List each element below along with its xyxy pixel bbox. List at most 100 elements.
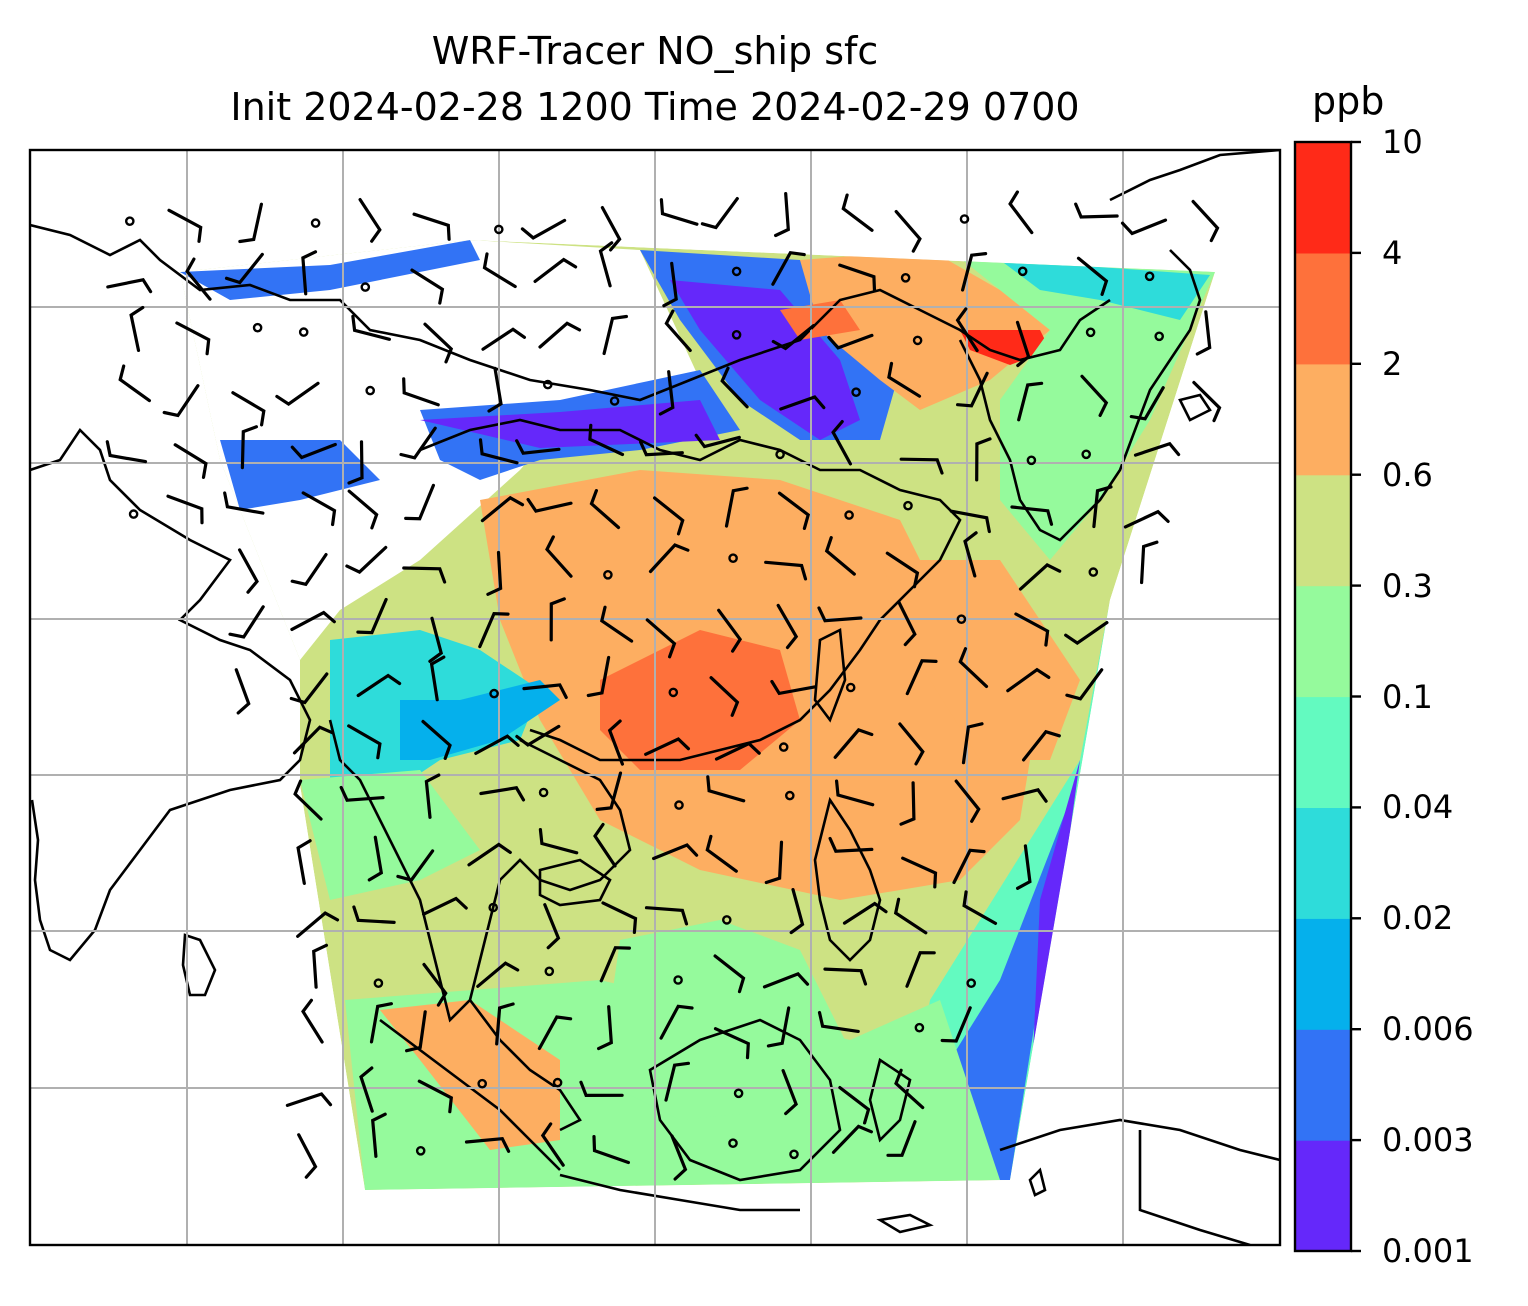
- wind-barb: [467, 842, 512, 867]
- wind-barb: [396, 849, 435, 882]
- wind-barb: [352, 905, 396, 924]
- coast-java: [559, 1173, 800, 1212]
- colorbar-tick-label: 0.02: [1382, 899, 1454, 938]
- wind-barb: [1018, 562, 1062, 591]
- wind-barb: [533, 257, 578, 283]
- coast-borneo: [648, 1018, 842, 1182]
- wind-barb: [817, 606, 863, 623]
- wind-barb: [597, 1005, 613, 1051]
- wind-barb: [771, 324, 815, 351]
- wind-barb: [285, 1092, 333, 1107]
- colorbar-segment: [1295, 363, 1351, 476]
- wind-barb: [464, 1137, 511, 1153]
- wind-barb: [240, 425, 258, 470]
- colorbar-tick-label: 0.6: [1382, 455, 1433, 494]
- colorbar-tick-label: 0.1: [1382, 677, 1433, 716]
- wind-calm-circle: [125, 216, 135, 226]
- coast-gulf-thailand: [538, 858, 612, 907]
- wind-barb: [520, 218, 567, 240]
- wind-barb: [1010, 505, 1054, 526]
- wind-calm-circle: [844, 510, 854, 520]
- coast-sumatra: [379, 1018, 561, 1171]
- wind-barb: [949, 509, 991, 534]
- wind-barb: [901, 856, 938, 889]
- map-frame: [28, 148, 1282, 1247]
- wind-barb: [887, 361, 922, 398]
- wind-calm-circle: [851, 387, 861, 398]
- wind-barb: [607, 719, 624, 766]
- wind-calm-circle: [668, 687, 679, 698]
- wind-barb: [166, 494, 204, 525]
- wind-barb: [347, 724, 382, 760]
- wind-barb: [173, 443, 208, 479]
- colorbar-segment: [1295, 252, 1351, 365]
- wind-calm-circle: [544, 966, 555, 977]
- wind-barb: [1123, 509, 1170, 529]
- coast-newguinea: [999, 1118, 1280, 1162]
- wind-barb: [831, 420, 852, 466]
- coast-sulawesi: [868, 1057, 912, 1143]
- wind-barb: [167, 208, 203, 243]
- wind-barb: [1195, 310, 1212, 356]
- wind-barb: [1008, 190, 1034, 235]
- wind-calm-circle: [673, 975, 683, 985]
- wind-barb: [952, 848, 986, 885]
- wind-barb: [588, 423, 625, 457]
- wind-barb: [714, 741, 761, 761]
- colorbar-tick-label: 0.001: [1382, 1232, 1474, 1270]
- wind-barb: [899, 457, 944, 475]
- coast-indochina: [328, 719, 632, 1023]
- wind-calm-circle: [778, 742, 789, 752]
- wind-barb: [670, 1134, 688, 1181]
- wind-barb: [526, 497, 573, 513]
- wind-barb: [301, 250, 318, 296]
- field-purple-north: [420, 400, 720, 448]
- wind-barb: [899, 781, 916, 826]
- wind-barb: [595, 771, 623, 811]
- wind-barb: [474, 734, 520, 755]
- colorbar-tick-label: 0.006: [1382, 1010, 1474, 1049]
- colorbar-tick-label: 0.04: [1382, 788, 1454, 827]
- field-orange-ne: [800, 250, 1050, 410]
- wind-calm-circle: [365, 385, 376, 396]
- field-blue-nw: [180, 240, 480, 300]
- wind-barb: [312, 943, 328, 989]
- field-low-se: [900, 600, 1110, 1180]
- wind-barb: [601, 901, 638, 934]
- wind-barb: [771, 250, 806, 286]
- wind-barb: [1015, 320, 1031, 368]
- wind-calm-circle: [310, 218, 321, 228]
- wind-barb: [369, 1002, 393, 1044]
- wind-barb: [476, 961, 520, 988]
- wind-barb: [185, 257, 212, 301]
- wind-barb: [238, 202, 263, 244]
- wind-barb: [961, 252, 988, 292]
- wind-barb: [841, 193, 874, 232]
- wind-barb: [292, 725, 335, 755]
- colorbar-segment: [1295, 1140, 1351, 1252]
- wind-barb: [422, 962, 448, 1007]
- wind-barb: [429, 655, 446, 702]
- wind-barb: [175, 321, 211, 356]
- wind-barbs: [105, 190, 1222, 1181]
- wind-barb: [659, 1004, 694, 1040]
- colorbar-segment: [1295, 696, 1351, 808]
- field-blue-sw: [400, 680, 560, 760]
- wind-barb: [776, 603, 799, 650]
- wind-barb: [522, 683, 568, 699]
- wind-barb: [706, 775, 746, 803]
- wind-calm-circle: [966, 978, 977, 989]
- coast-newguinea-south: [1138, 1130, 1251, 1245]
- wind-barb: [599, 605, 634, 643]
- wind-calm-circle: [603, 570, 613, 580]
- wind-barb: [1140, 540, 1159, 585]
- wind-barb: [296, 911, 340, 938]
- wind-barb: [838, 263, 877, 293]
- wind-barb: [402, 377, 440, 407]
- wind-barb: [963, 531, 978, 578]
- wind-barb: [694, 433, 741, 449]
- wind-barb: [1014, 612, 1050, 647]
- wind-calm-circle: [900, 272, 911, 283]
- coast-taiwan: [813, 627, 847, 723]
- colorbar-tick-label: 2: [1382, 344, 1403, 383]
